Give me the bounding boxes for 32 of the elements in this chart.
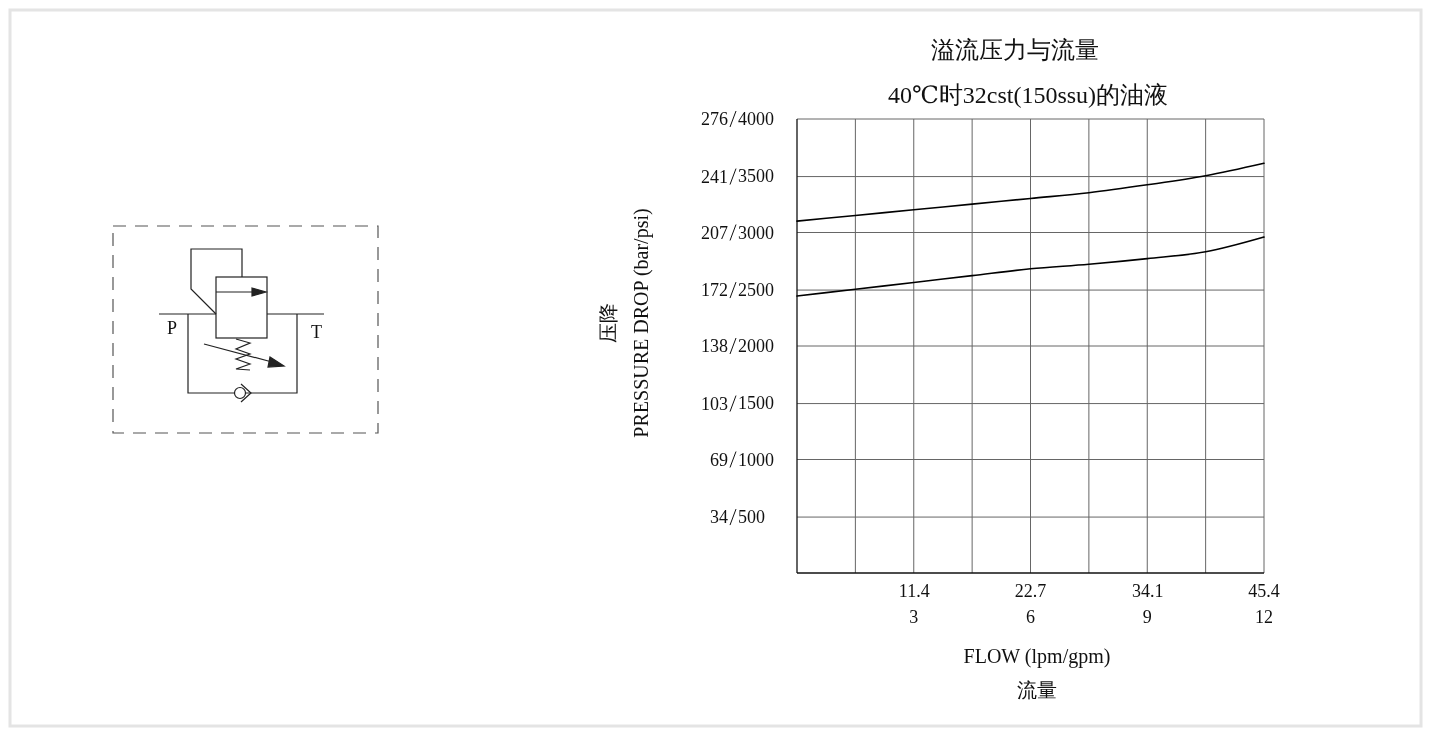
x2-tick-label: 11.4 [898, 581, 930, 601]
x2-tick-label: 45.4 [1248, 581, 1280, 601]
y-tick-label: 241 [701, 166, 728, 187]
y2-tick-label: 2500 [738, 279, 774, 300]
y2-tick-label: 3000 [738, 222, 774, 243]
text: T [311, 322, 322, 342]
y2-tick-label: 1500 [738, 393, 774, 414]
x2-tick-label: 34.1 [1132, 581, 1164, 601]
y2-tick-label: 4000 [738, 109, 774, 130]
y-tick-label: 69 [710, 449, 728, 470]
chart-title: 溢流压力与流量 [931, 37, 1099, 63]
y-tick-label: 276 [701, 109, 728, 130]
x-axis-title: FLOW (lpm/gpm) 流量 [963, 645, 1111, 701]
y-tick-label: 172 [701, 280, 728, 301]
x-tick-label: 3 [909, 607, 919, 627]
y2-tick-label: 500 [738, 506, 765, 527]
y-tick-label: 138 [701, 336, 728, 357]
y2-tick-label: 1000 [738, 449, 774, 470]
y2-tick-label: 3500 [738, 166, 774, 187]
x-tick-label: 6 [1026, 607, 1035, 627]
line-series [796, 236, 1265, 297]
x-tick-label: 12 [1255, 607, 1273, 627]
y2-tick-label: 2000 [738, 336, 774, 357]
y-tick-label: 207 [701, 222, 728, 243]
text: P [167, 318, 178, 338]
line-series [796, 162, 1265, 222]
y-axis-title: 压降 PRESSURE DROP (bar/psi) [597, 208, 653, 438]
x2-tick-label: 22.7 [1014, 581, 1047, 601]
chart-subtitle: 40℃时32cst(150ssu)的油液 [887, 82, 1169, 108]
y-tick-label: 34 [710, 507, 728, 528]
x-tick-label: 9 [1142, 607, 1152, 627]
y-tick-label: 103 [701, 393, 728, 414]
